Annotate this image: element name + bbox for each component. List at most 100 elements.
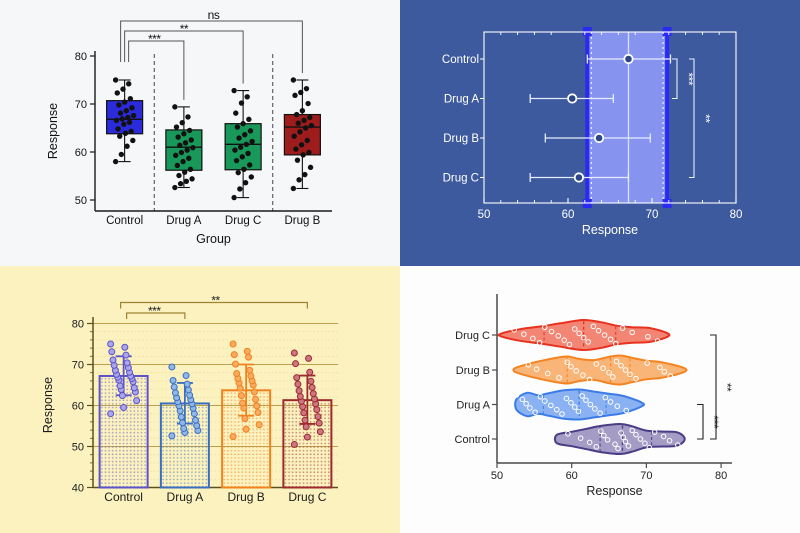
data-point [173, 124, 180, 130]
data-point [184, 147, 190, 153]
bar-group-drug-b [221, 340, 272, 489]
data-point [118, 392, 126, 400]
mean-marker [593, 132, 605, 144]
data-point [233, 370, 241, 378]
significance-bracket [128, 40, 185, 100]
data-point [592, 406, 598, 412]
data-point [309, 390, 317, 398]
data-point [622, 438, 629, 445]
row-label: Drug A [456, 400, 490, 412]
data-point [523, 400, 529, 407]
data-point [547, 402, 554, 409]
data-point [542, 398, 548, 404]
data-point [231, 87, 237, 94]
data-point [601, 432, 607, 439]
row-label: Control [442, 54, 479, 66]
data-point [124, 143, 130, 149]
data-point [290, 185, 297, 192]
y-axis-label: Response [41, 377, 55, 433]
significance-label: ** [180, 22, 189, 36]
data-point [249, 138, 255, 145]
y-tick-label: 50 [75, 195, 87, 207]
significance-label: *** [707, 415, 721, 428]
data-point [192, 416, 200, 424]
significance-label: ns [208, 8, 220, 22]
data-point [667, 373, 674, 379]
data-point [181, 169, 188, 175]
data-point [123, 108, 129, 114]
data-point [248, 174, 255, 180]
data-point [615, 445, 621, 452]
data-point [107, 340, 115, 348]
data-point [555, 333, 562, 339]
data-point [622, 367, 629, 373]
x-category-label: Drug C [225, 215, 261, 227]
data-point [651, 429, 658, 435]
data-point [633, 375, 639, 382]
data-point [182, 140, 189, 146]
data-points [553, 426, 687, 452]
y-tick-label: 40 [72, 483, 84, 495]
row-label: Drug B [456, 365, 490, 377]
violin-drug-b [512, 354, 688, 386]
data-point [117, 110, 124, 116]
data-point [642, 440, 648, 447]
x-category-label: Control [104, 490, 143, 504]
data-point [185, 114, 191, 120]
data-point [235, 169, 241, 176]
data-point [172, 152, 179, 159]
data-point [295, 387, 303, 395]
x-category-label: Drug B [284, 215, 320, 227]
data-point [607, 399, 614, 405]
data-point [112, 158, 119, 165]
grouped-boxplot-chart: 50 60 70 80 Response Group Control Drug A Drug C… [0, 0, 400, 266]
data-point [187, 166, 194, 172]
data-point [301, 117, 307, 124]
data-point [614, 403, 621, 410]
data-point [170, 383, 178, 391]
data-point [680, 357, 687, 364]
data-point [525, 362, 532, 368]
data-point [130, 384, 138, 392]
data-point [604, 437, 611, 443]
data-point [307, 377, 315, 385]
data-point [607, 336, 614, 343]
data-point [623, 407, 630, 414]
row-label: Drug B [443, 133, 479, 145]
row-label: Drug C [455, 330, 490, 342]
row-label: Control [455, 434, 490, 446]
significance-bracket [689, 58, 695, 179]
y-tick-label: 80 [75, 51, 87, 63]
data-point [497, 322, 504, 329]
data-point [612, 441, 618, 447]
x-category-label: Drug B [227, 490, 264, 504]
data-point [619, 325, 626, 331]
data-point [564, 359, 571, 366]
data-point [307, 164, 314, 171]
x-category-label: Drug A [166, 215, 201, 227]
data-point [601, 332, 608, 338]
data-point [244, 94, 250, 100]
data-point [130, 112, 137, 119]
data-point [512, 357, 518, 364]
y-tick-label: 60 [72, 401, 84, 413]
data-point [243, 347, 251, 355]
y-tick-label: 70 [75, 99, 87, 111]
data-point [315, 419, 323, 427]
data-point [598, 428, 604, 435]
data-point [299, 108, 306, 114]
x-tick-label: 50 [491, 470, 503, 482]
data-point [556, 374, 562, 381]
data-point [580, 372, 586, 378]
significance-label: *** [148, 304, 161, 318]
data-point [576, 330, 582, 337]
data-point [244, 353, 252, 361]
data-point [593, 361, 600, 367]
data-point [646, 444, 653, 451]
data-point [302, 125, 309, 131]
y-tick-label: 60 [75, 147, 87, 159]
data-point [637, 436, 644, 442]
data-point [119, 116, 125, 122]
violin-drug-a [513, 388, 646, 421]
data-point [122, 130, 129, 136]
